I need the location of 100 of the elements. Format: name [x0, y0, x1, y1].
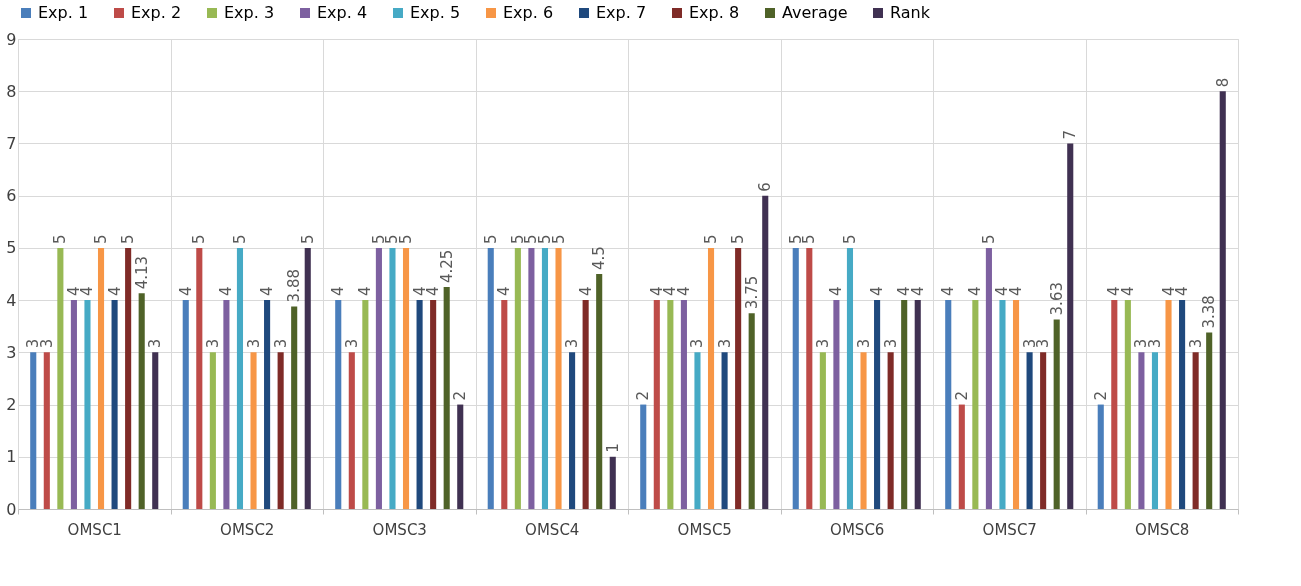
bar [304, 247, 311, 509]
bar [569, 352, 576, 509]
data-label: 1 [603, 443, 622, 453]
y-tick-label: 5 [6, 238, 17, 258]
bar [707, 247, 715, 509]
data-label: 5 [702, 234, 721, 244]
bar [389, 247, 396, 509]
bar [430, 300, 437, 509]
bar [514, 247, 521, 509]
bar [555, 247, 562, 509]
y-tick-label: 7 [6, 133, 17, 153]
data-label: 3 [688, 338, 707, 349]
bar [1219, 91, 1226, 509]
x-tick-label: OMSC3 [372, 520, 427, 539]
data-label: 4 [939, 286, 958, 297]
bar [277, 352, 284, 509]
bar [874, 300, 881, 509]
bar [887, 352, 894, 509]
bar [819, 352, 826, 509]
data-label: 4 [827, 286, 846, 297]
data-label: 2 [1091, 391, 1110, 401]
data-label: 4.13 [132, 255, 151, 290]
data-label: 3.88 [285, 268, 304, 303]
data-label: 3.75 [742, 275, 761, 310]
bar [609, 456, 616, 509]
data-label: 3 [813, 338, 832, 349]
bar [806, 247, 813, 509]
data-label: 4 [576, 286, 595, 297]
data-label: 6 [756, 182, 775, 192]
y-tick-label: 4 [6, 290, 17, 310]
bar [43, 352, 50, 509]
bar [846, 247, 854, 509]
bar [694, 352, 701, 509]
bar [223, 300, 230, 509]
legend-label: Rank [890, 3, 931, 22]
bar [972, 300, 979, 509]
bar [999, 300, 1006, 509]
data-label: 3 [1186, 338, 1205, 349]
bar [748, 313, 755, 509]
bar [1097, 404, 1104, 509]
bar [152, 352, 159, 509]
data-label: 4 [495, 286, 514, 297]
legend-label: Exp. 8 [689, 3, 740, 22]
x-tick-label: OMSC1 [67, 520, 122, 539]
data-label: 2 [952, 391, 971, 401]
bar [84, 300, 91, 509]
bar [1012, 300, 1020, 509]
bar [1138, 352, 1145, 509]
data-label: 2 [451, 391, 470, 401]
bar [30, 352, 37, 509]
data-label: 3 [146, 338, 165, 349]
bar [667, 300, 674, 509]
legend-label: Exp. 7 [596, 3, 647, 22]
data-label: 7 [1061, 129, 1080, 140]
data-label: 3 [342, 338, 361, 349]
bar [501, 300, 508, 509]
bar [680, 300, 687, 509]
data-label: 3 [563, 338, 582, 349]
data-label: 3 [271, 338, 290, 349]
legend-label: Exp. 2 [131, 3, 182, 22]
bar [97, 247, 105, 509]
y-tick-label: 3 [6, 342, 17, 362]
data-label: 8 [1213, 77, 1232, 88]
data-label: 3 [881, 338, 900, 349]
bar [209, 352, 216, 509]
bar [985, 247, 992, 509]
bar [1026, 352, 1033, 509]
data-label: 3 [854, 338, 873, 349]
x-tick-label: OMSC8 [1135, 520, 1190, 539]
bar [335, 300, 342, 509]
data-label: 3 [203, 338, 222, 349]
bar [264, 300, 271, 509]
bar [1151, 352, 1159, 509]
bar [348, 352, 355, 509]
data-label: 4 [176, 286, 195, 297]
bar [914, 300, 921, 509]
bar [1111, 300, 1118, 509]
bar [291, 306, 298, 509]
x-tick-label: OMSC5 [677, 520, 732, 539]
bar [443, 287, 450, 509]
bar [640, 404, 647, 509]
bar [1192, 352, 1199, 509]
x-tick-label: OMSC2 [220, 520, 275, 539]
bar [833, 300, 840, 509]
data-label: 5 [298, 234, 317, 244]
bar [457, 404, 464, 509]
bar [721, 352, 728, 509]
bar [1165, 300, 1172, 509]
data-label: 5 [481, 234, 500, 244]
data-label: 2 [634, 391, 653, 401]
data-label: 5 [549, 234, 568, 244]
bar [487, 247, 494, 509]
x-tick-label: OMSC6 [830, 520, 885, 539]
bar [653, 300, 660, 509]
data-label: 3.63 [1047, 282, 1066, 316]
y-tick-label: 0 [6, 499, 17, 519]
bar [735, 247, 742, 509]
legend-label: Exp. 6 [503, 3, 554, 22]
data-label: 3 [715, 338, 734, 349]
legend-label: Exp. 3 [224, 3, 275, 22]
